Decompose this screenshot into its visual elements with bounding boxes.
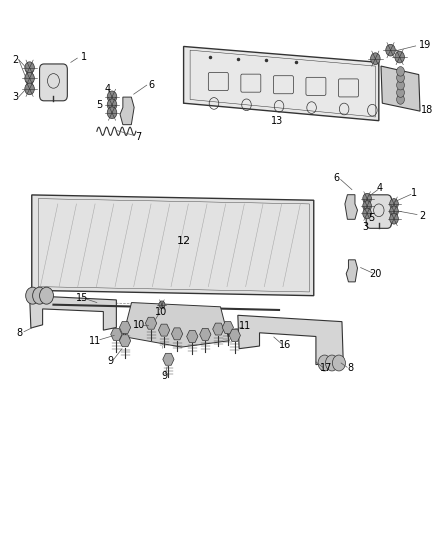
Circle shape — [397, 80, 404, 90]
Polygon shape — [159, 324, 170, 336]
Text: 9: 9 — [108, 356, 114, 366]
Circle shape — [159, 301, 165, 309]
Text: 9: 9 — [161, 372, 167, 381]
Circle shape — [390, 206, 398, 216]
Polygon shape — [32, 195, 314, 296]
Circle shape — [363, 208, 371, 219]
FancyBboxPatch shape — [366, 195, 392, 228]
Circle shape — [39, 287, 53, 304]
Text: 4: 4 — [377, 183, 383, 193]
Text: 15: 15 — [75, 293, 88, 303]
Polygon shape — [345, 195, 357, 219]
Polygon shape — [171, 328, 183, 340]
Circle shape — [390, 199, 398, 209]
Text: 5: 5 — [96, 100, 102, 110]
Text: 20: 20 — [369, 269, 381, 279]
Text: 1: 1 — [81, 52, 87, 62]
Polygon shape — [120, 97, 134, 125]
Polygon shape — [111, 328, 122, 341]
Text: 10: 10 — [133, 320, 145, 330]
Text: 4: 4 — [105, 84, 111, 94]
Text: 3: 3 — [363, 222, 369, 232]
Polygon shape — [346, 260, 357, 282]
Text: 2: 2 — [13, 55, 19, 64]
Circle shape — [363, 193, 371, 204]
Circle shape — [397, 73, 404, 83]
Polygon shape — [222, 321, 233, 334]
Text: 8: 8 — [347, 364, 353, 373]
Polygon shape — [120, 335, 131, 346]
Text: 19: 19 — [419, 40, 431, 50]
Circle shape — [25, 72, 34, 84]
Circle shape — [397, 95, 404, 104]
Text: 3: 3 — [13, 92, 19, 102]
Text: 6: 6 — [334, 173, 340, 183]
Text: 8: 8 — [17, 328, 23, 338]
Circle shape — [363, 201, 371, 212]
Circle shape — [395, 51, 404, 63]
Text: 7: 7 — [135, 132, 141, 142]
Text: 13: 13 — [271, 116, 283, 126]
Polygon shape — [200, 328, 211, 341]
Text: 2: 2 — [419, 211, 425, 221]
Circle shape — [107, 107, 117, 118]
Polygon shape — [163, 353, 174, 365]
Circle shape — [25, 83, 34, 95]
Text: 12: 12 — [177, 236, 191, 246]
Polygon shape — [120, 321, 131, 334]
Text: 11: 11 — [239, 321, 251, 332]
Circle shape — [107, 91, 117, 103]
Circle shape — [332, 355, 346, 371]
Polygon shape — [184, 46, 379, 120]
Text: 1: 1 — [411, 188, 417, 198]
Text: 18: 18 — [421, 104, 434, 115]
Polygon shape — [229, 329, 240, 342]
Text: 17: 17 — [320, 364, 332, 373]
Circle shape — [390, 214, 398, 224]
Circle shape — [318, 355, 331, 371]
Text: 16: 16 — [279, 340, 291, 350]
Polygon shape — [30, 296, 117, 330]
Text: 5: 5 — [368, 213, 374, 223]
FancyBboxPatch shape — [39, 64, 67, 101]
Polygon shape — [238, 316, 343, 365]
Polygon shape — [187, 330, 198, 343]
Circle shape — [25, 62, 34, 74]
Text: 11: 11 — [88, 336, 101, 346]
Circle shape — [325, 355, 339, 371]
Circle shape — [26, 287, 39, 304]
Polygon shape — [213, 323, 224, 335]
Text: 6: 6 — [148, 80, 154, 90]
Circle shape — [371, 53, 380, 64]
Text: 10: 10 — [155, 306, 167, 317]
Circle shape — [397, 88, 404, 98]
Circle shape — [32, 287, 46, 304]
Polygon shape — [123, 303, 229, 347]
Circle shape — [397, 67, 404, 76]
Circle shape — [107, 99, 117, 111]
Circle shape — [386, 44, 396, 56]
Polygon shape — [381, 66, 420, 111]
Polygon shape — [145, 317, 157, 329]
